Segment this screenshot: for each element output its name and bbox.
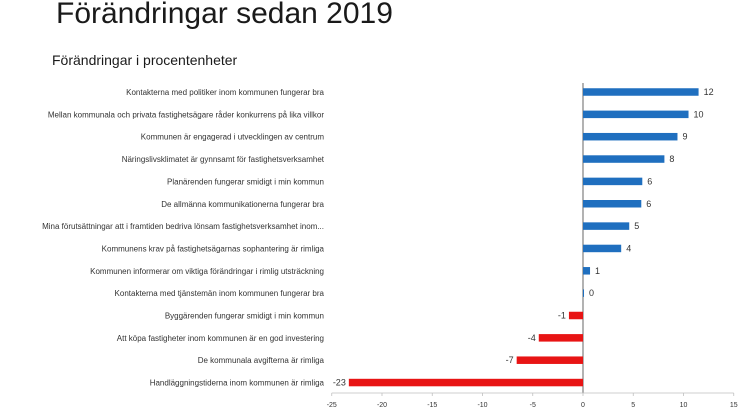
x-tick-label: 5 — [631, 402, 635, 409]
data-label: 10 — [694, 109, 704, 119]
category-label: Kontakterna med tjänstemän inom kommunen… — [115, 289, 325, 298]
data-label: 12 — [704, 87, 714, 97]
data-label: -7 — [506, 355, 514, 365]
category-label: Mina förutsättningar att i framtiden bed… — [42, 222, 324, 231]
x-tick-label: -15 — [427, 402, 437, 409]
chart-title: Förändringar i procentenheter — [52, 52, 238, 68]
x-tick-label: -20 — [377, 402, 387, 409]
bar — [583, 177, 643, 186]
x-tick-label: 10 — [680, 402, 688, 409]
x-tick-label: -10 — [477, 402, 487, 409]
bar — [516, 356, 583, 364]
category-label: Näringslivsklimatet är gynnsamt för fast… — [122, 155, 325, 164]
data-label: 5 — [634, 221, 639, 231]
bar — [568, 311, 583, 320]
category-label: Handläggningstiderna inom kommunen är ri… — [150, 379, 325, 388]
category-label: De kommunala avgifterna är rimliga — [198, 356, 325, 365]
x-tick-label: 15 — [730, 402, 738, 409]
category-label: Kommunens krav på fastighetsägarnas soph… — [102, 244, 325, 253]
bar — [583, 222, 630, 230]
bar — [583, 88, 699, 96]
data-label: -23 — [333, 378, 346, 388]
bar — [583, 244, 622, 253]
x-tick-label: -25 — [327, 402, 337, 409]
bar — [583, 155, 665, 163]
bar — [583, 200, 642, 208]
data-label: -4 — [528, 333, 536, 343]
data-label: 6 — [647, 176, 652, 186]
x-tick-label: -5 — [530, 402, 536, 409]
data-label: 1 — [595, 266, 600, 276]
category-label: Att köpa fastigheter inom kommunen är en… — [117, 334, 324, 343]
bar — [348, 378, 583, 387]
bar — [583, 132, 678, 141]
data-label: 8 — [669, 154, 674, 164]
category-label: Mellan kommunala och privata fastighetsä… — [48, 110, 324, 119]
category-label: Kontakterna med politiker inom kommunen … — [126, 88, 324, 97]
data-label: 0 — [589, 288, 594, 298]
x-tick-label: 0 — [581, 402, 585, 409]
data-label: 6 — [646, 199, 651, 209]
category-label: Planärenden fungerar smidigt i min kommu… — [167, 177, 324, 186]
data-label: 9 — [682, 132, 687, 142]
category-label: Kommunen är engagerad i utvecklingen av … — [141, 133, 325, 142]
page-title: Förändringar sedan 2019 — [56, 0, 393, 30]
bar — [583, 267, 591, 275]
category-label: Byggärenden fungerar smidigt i min kommu… — [165, 312, 324, 321]
category-label: Kommunen informerar om viktiga förändrin… — [90, 267, 324, 276]
bar — [538, 334, 583, 342]
data-label: 4 — [626, 243, 631, 253]
bar — [583, 289, 585, 297]
data-label: -1 — [558, 311, 566, 321]
bar — [583, 110, 689, 119]
category-label: De allmänna kommunikationerna fungerar b… — [161, 200, 324, 209]
